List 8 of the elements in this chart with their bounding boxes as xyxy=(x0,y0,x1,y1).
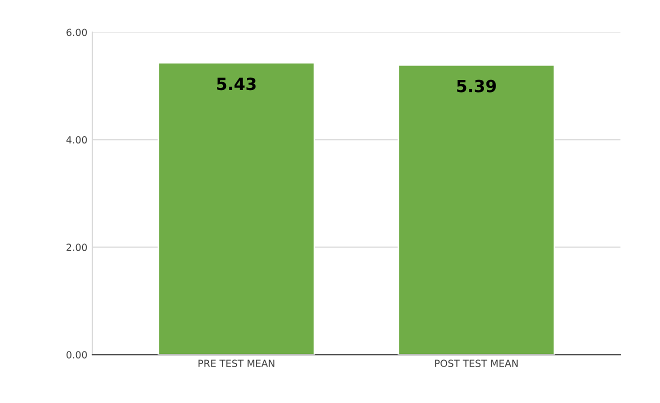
y-tick-label: 2.00 xyxy=(66,244,87,252)
x-tick-label: PRE TEST MEAN xyxy=(198,360,274,368)
data-label: 5.43 xyxy=(217,78,256,90)
y-tick-label: 6.00 xyxy=(66,28,87,36)
x-tick-label: POST TEST MEAN xyxy=(435,360,518,368)
y-tick-label: 4.00 xyxy=(66,136,87,144)
y-tick-label: 0.00 xyxy=(66,351,87,358)
data-label: 5.39 xyxy=(457,80,496,92)
